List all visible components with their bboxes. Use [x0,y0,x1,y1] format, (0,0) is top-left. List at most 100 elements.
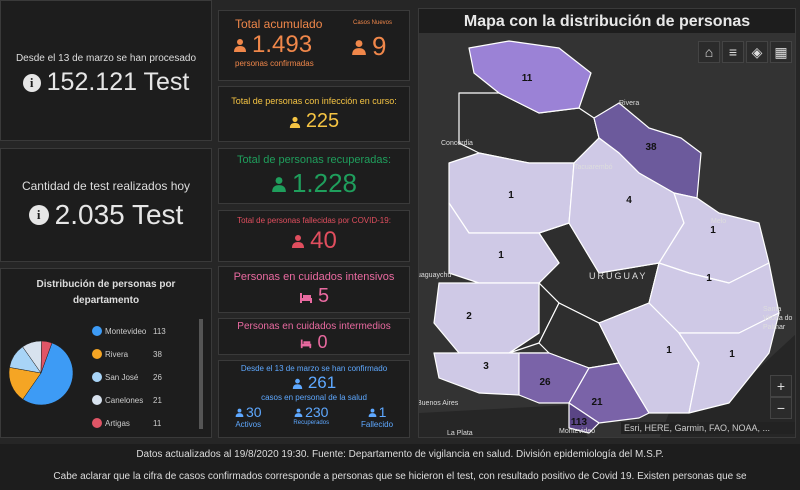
title: Total acumulado [235,17,323,31]
distribution-panel: Distribución de personas por departament… [0,268,212,438]
title: Total de personas con infección en curso… [231,96,397,106]
place-name: URUGUAY [589,271,647,281]
legend-swatch [92,372,102,382]
title: Personas en cuidados intermedios [237,321,391,332]
person-icon [294,408,303,417]
value-row: 40 [219,227,409,255]
value-row: 5 [219,285,409,308]
title: Desde el 13 de marzo se han confirmado [240,364,388,373]
breakdown-label: Fallecido [361,420,394,429]
legend-swatch [92,418,102,428]
layers-button[interactable]: ◈ [746,41,768,63]
department [468,40,592,114]
legend-value: 21 [153,396,162,405]
case-count: 11 [522,73,533,84]
department [448,202,560,284]
title: Total de personas recuperadas: [236,154,392,166]
place-name: Concordia [441,140,473,147]
legend-swatch [92,395,102,405]
breakdown-label: Recuperados [293,420,330,426]
person-icon [292,378,303,389]
pie-slice [40,340,53,374]
breakdown-item: 1 Fallecido [361,404,393,429]
water [419,334,795,437]
place-name: Vitória do [763,315,793,322]
zoom-in-button[interactable]: + [770,375,792,397]
value-row: 0 [219,332,409,353]
value: 225 [305,110,340,132]
legend-button[interactable]: ≡ [722,41,744,63]
place-name: Palmar [763,324,786,331]
value: 261 [307,373,337,392]
value: 1.493 [252,31,313,58]
footer: Datos actualizados al 19/8/2020 19:30. F… [0,444,800,490]
breakdown-label: Activos [235,420,262,429]
legend-swatch [92,349,102,359]
value: 2.035 Test [54,199,184,230]
map-title: Mapa con la distribución de personas [419,9,795,33]
scrollbar[interactable] [199,319,203,429]
legend-label: Canelones [105,396,143,405]
icu-panel: Personas en cuidados intensivos 5 [218,266,410,313]
value: 230 [305,404,329,420]
place-name: Melo [711,218,726,225]
value-row: i 2.035 Test [1,199,211,231]
value: 152.121 Test [46,68,190,96]
recovered-panel: Total de personas recuperadas: 1.228 [218,148,410,204]
place-name: La Plata [447,430,473,437]
intermediate-panel: Personas en cuidados intermedios 0 [218,318,410,355]
breakdown-value: 30 [235,404,262,420]
active-panel: Total de personas con infección en curso… [218,86,410,142]
case-count: 1 [729,349,735,360]
value: 1 [378,404,387,420]
person-icon [235,408,244,417]
legend-label: Montevideo [105,327,147,336]
case-count: 113 [571,417,588,428]
case-count: 4 [626,195,632,206]
basemap-button[interactable]: ▦ [770,41,792,63]
case-count: 1 [666,345,672,356]
case-count: 3 [483,361,489,372]
legend-value: 113 [153,327,166,336]
value-row: 261 [219,373,409,393]
caption: Desde el 13 de marzo se han procesado [15,53,197,64]
case-count: 2 [466,311,472,322]
person-icon [368,408,377,417]
person-icon [289,116,301,128]
value: 40 [310,227,337,254]
info-icon: i [22,73,41,92]
today-panel: Cantidad de test realizados hoy i 2.035 T… [0,148,212,262]
case-count: 1 [498,250,504,261]
breakdown-item: 30 Activos [235,404,262,429]
case-count: 1 [508,190,514,201]
updated-note: Datos actualizados al 19/8/2020 19:30. F… [136,449,664,460]
place-name: Santa [763,306,781,313]
zoom-out-button[interactable]: − [770,397,792,419]
case-count: 1 [706,273,712,284]
person-icon [351,39,367,55]
attribution: Esri, HERE, Garmin, FAO, NOAA, ... [621,422,795,434]
deceased-panel: Total de personas fallecidas por COVID-1… [218,210,410,262]
count-regions [433,40,780,434]
department [433,282,540,354]
bed-icon [299,290,313,304]
person-icon [291,234,305,248]
title: Personas en cuidados intensivos [233,271,395,283]
pie-chart: Montevideo 113 Rivera 38 San José 26 Canelones… [8,326,166,428]
legend-value: 11 [153,419,162,428]
place-name: Rivera [619,100,639,107]
person-icon [233,38,247,52]
value-row: i 152.121 Test [1,68,211,97]
bed-icon [300,337,312,349]
value: 1.228 [291,168,358,198]
legend-label: Rivera [105,350,129,359]
home-button[interactable]: ⌂ [698,41,720,63]
place-name: Tacuarembó [574,164,613,171]
title: Total de personas fallecidas por COVID-1… [237,216,391,225]
caption: casos en personal de la salud [261,393,367,402]
value: 30 [245,404,262,420]
